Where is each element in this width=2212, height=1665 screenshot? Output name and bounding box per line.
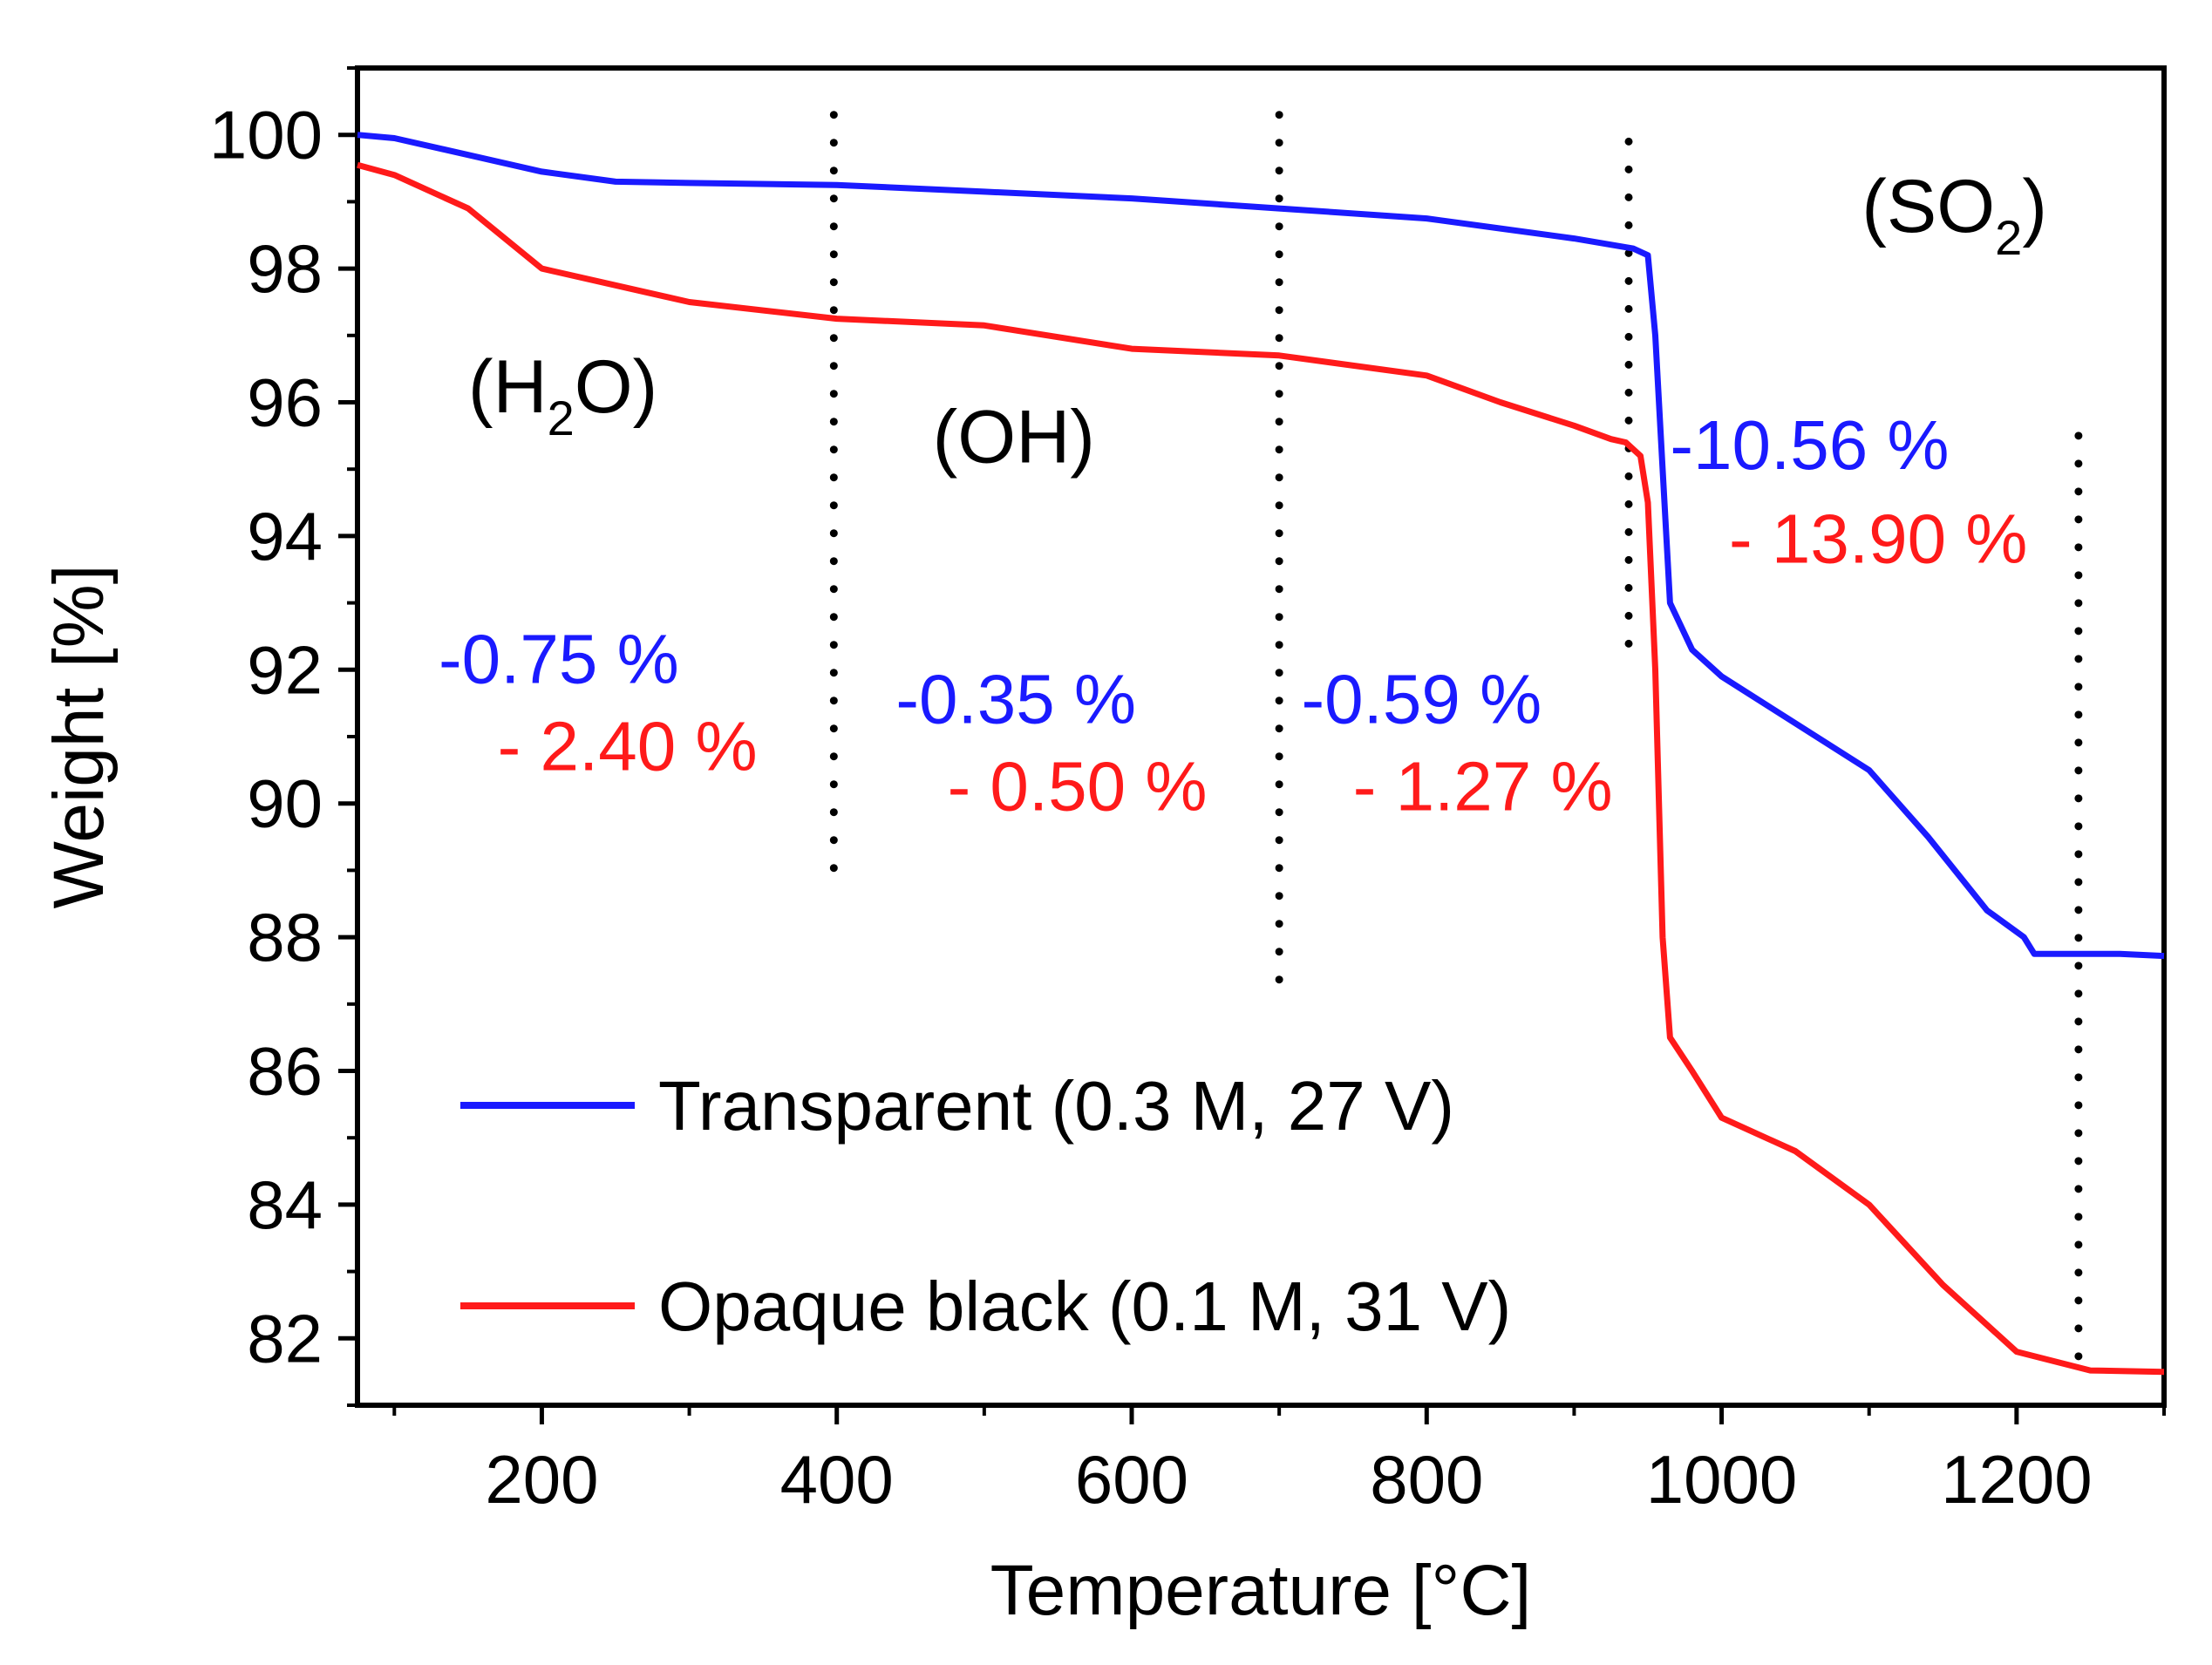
annotation-4: -0.59 % bbox=[1302, 661, 1542, 738]
y-tick-label-4: 90 bbox=[247, 765, 323, 842]
y-tick-label-5: 92 bbox=[247, 631, 323, 708]
annotations: -0.75 % - 2.40 % -0.35 % - 0.50 % -0.59 % - 1… bbox=[439, 406, 2027, 825]
x-tick-label-3: 800 bbox=[1370, 1441, 1483, 1518]
x-tick-label-4: 1000 bbox=[1646, 1441, 1798, 1518]
series-line-0 bbox=[357, 132, 2165, 960]
annotation-0: -0.75 % bbox=[439, 621, 679, 698]
legend-label-0: Transparent (0.3 M, 27 V) bbox=[658, 1067, 1454, 1145]
series-lines bbox=[357, 132, 2165, 1376]
x-tick-label-1: 400 bbox=[780, 1441, 894, 1518]
y-tick-label-6: 94 bbox=[247, 498, 323, 574]
y-tick-label-3: 88 bbox=[247, 899, 323, 975]
y-axis-title: Weight [%] bbox=[39, 565, 119, 909]
x-tick-label-5: 1200 bbox=[1941, 1441, 2093, 1518]
annotation-2: -0.35 % bbox=[895, 661, 1136, 738]
y-tick-label-1: 84 bbox=[247, 1166, 323, 1243]
y-tick-label-0: 82 bbox=[247, 1300, 323, 1376]
annotation-6: -10.56 % bbox=[1670, 406, 1949, 484]
annotation-7: - 13.90 % bbox=[1729, 500, 2027, 578]
y-tick-label-8: 98 bbox=[247, 230, 323, 307]
annotation-1: - 2.40 % bbox=[498, 707, 758, 785]
region-labels: (H2O) (OH) (SO2) bbox=[468, 165, 2047, 479]
x-tick-label-2: 600 bbox=[1075, 1441, 1188, 1518]
legend: Transparent (0.3 M, 27 V) Opaque black (0… bbox=[460, 1067, 1511, 1345]
y-tick-label-7: 96 bbox=[247, 364, 323, 441]
region-label-0: (H2O) bbox=[468, 345, 657, 445]
y-tick-label-9: 100 bbox=[209, 97, 323, 173]
legend-label-1: Opaque black (0.1 M, 31 V) bbox=[658, 1267, 1511, 1345]
vertical-markers bbox=[829, 111, 2083, 1376]
tick-labels: 200 400 600 800 1000 1200 82 84 86 88 90 92 94 96 98 10… bbox=[209, 97, 2093, 1518]
x-tick-label-0: 200 bbox=[485, 1441, 598, 1518]
x-axis-title: Temperature [°C] bbox=[990, 1551, 1532, 1630]
region-label-2: (SO2) bbox=[1861, 165, 2047, 265]
region-label-1: (OH) bbox=[933, 396, 1095, 479]
series-line-1 bbox=[357, 161, 2165, 1376]
annotation-3: - 0.50 % bbox=[948, 747, 1208, 825]
axis-ticks bbox=[338, 66, 2166, 1424]
y-tick-label-2: 86 bbox=[247, 1033, 323, 1110]
annotation-5: - 1.27 % bbox=[1353, 747, 1613, 825]
